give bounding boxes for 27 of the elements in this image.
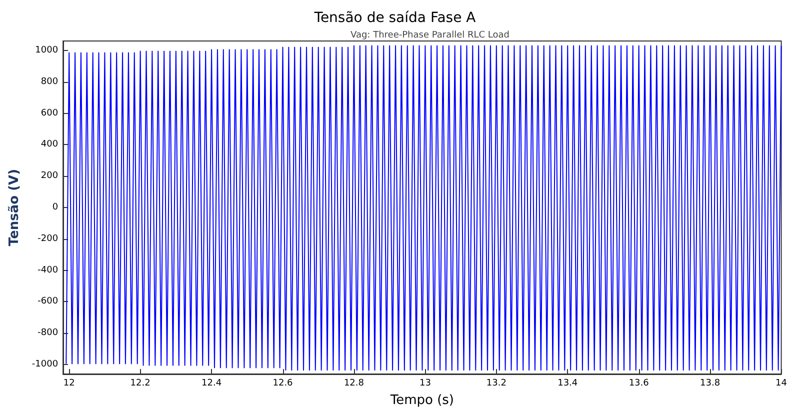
x-axis-title: Tempo (s) (389, 393, 454, 408)
y-tick-label: -1000 (32, 360, 58, 370)
x-tick-label: 13.4 (558, 378, 578, 388)
x-tick-label: 13 (419, 378, 431, 388)
x-tick-label: 12.8 (344, 378, 364, 388)
y-tick-label: 400 (40, 140, 58, 150)
y-tick-label: 200 (40, 171, 58, 182)
x-tick-label: 12 (63, 378, 75, 388)
y-tick-label: 600 (40, 108, 58, 118)
line-series (66, 45, 782, 371)
y-tick-label: 800 (40, 76, 58, 87)
x-tick-label: 13.8 (700, 378, 720, 388)
y-tick-label: -600 (38, 296, 58, 307)
y-tick-label: 1000 (35, 45, 58, 56)
y-axis-title: Tensão (V) (7, 168, 22, 246)
y-tick-label: 0 (52, 202, 58, 212)
x-tick-label: 13.2 (486, 378, 506, 388)
x-tick-label: 12.2 (130, 378, 150, 388)
x-tick-label: 12.6 (272, 378, 294, 388)
y-tick-label: -800 (38, 328, 58, 338)
chart-title: Tensão de saída Fase A (313, 10, 476, 26)
chart-subtitle: Vag: Three-Phase Parallel RLC Load (350, 30, 510, 40)
y-tick-label: -400 (38, 265, 58, 276)
y-tick-label: -200 (38, 234, 58, 244)
x-tick-label: 13.6 (628, 378, 650, 388)
x-tick-label: 12.4 (202, 378, 222, 388)
x-tick-label: 14 (776, 378, 788, 388)
